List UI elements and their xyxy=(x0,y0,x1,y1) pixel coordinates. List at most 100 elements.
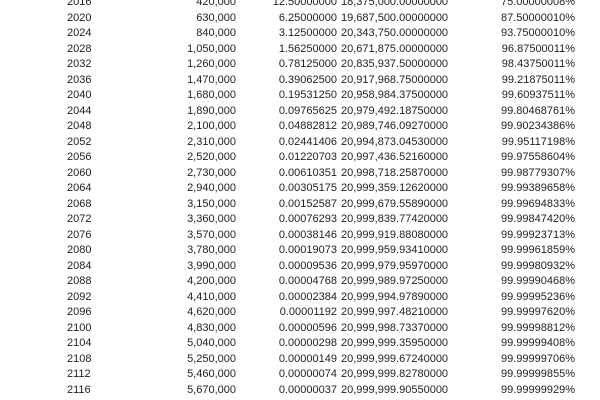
cell-block-reward: 0.00001192 xyxy=(279,306,337,319)
cell-year: 2060 xyxy=(67,166,92,179)
cell-block-reward: 0.00004768 xyxy=(278,275,337,288)
cell-percent-mined: 99.90234386% xyxy=(500,120,575,133)
cell-block-height: 5,250,000 xyxy=(187,352,236,365)
cell-block-height: 3,150,000 xyxy=(187,197,236,210)
cell-block-reward: 0.00009536 xyxy=(278,259,337,272)
cell-total-supply: 20,999,679.55890000 xyxy=(341,197,449,210)
cell-block-reward: 0.00019073 xyxy=(278,244,337,257)
cell-block-reward: 0.01220703 xyxy=(278,151,337,164)
cell-block-reward: 6.25000000 xyxy=(278,11,337,24)
cell-block-reward: 0.78125000 xyxy=(278,58,337,71)
cell-total-supply: 20,999,998.73370000 xyxy=(341,321,449,334)
cell-percent-mined: 99.99923713% xyxy=(500,228,575,241)
cell-year: 2052 xyxy=(67,135,92,148)
cell-year: 2024 xyxy=(67,27,92,40)
cell-total-supply: 20,994,873.04530000 xyxy=(341,135,449,148)
cell-percent-mined: 99.99997620% xyxy=(500,306,575,319)
cell-percent-mined: 87.50000010% xyxy=(500,11,575,24)
cell-year: 2044 xyxy=(67,104,92,117)
table-row: 2116 5,670,000 0.00000037 20,999,999.905500… xyxy=(0,383,600,399)
cell-year: 2108 xyxy=(67,352,92,365)
cell-block-height: 630,000 xyxy=(196,11,236,24)
table-row: 2060 2,730,000 0.00610351 20,998,718.258700… xyxy=(0,166,600,182)
cell-year: 2028 xyxy=(67,42,92,55)
cell-block-height: 2,100,000 xyxy=(187,120,236,133)
table-row: 2088 4,200,000 0.00004768 20,999,989.972500… xyxy=(0,274,600,290)
cell-total-supply: 20,999,999.82780000 xyxy=(341,368,449,381)
cell-block-height: 1,260,000 xyxy=(187,58,236,71)
cell-block-height: 420,000 xyxy=(196,0,236,8)
cell-block-height: 2,940,000 xyxy=(187,182,236,195)
cell-block-reward: 0.19531250 xyxy=(278,89,337,102)
cell-block-height: 1,050,000 xyxy=(187,42,236,55)
cell-year: 2072 xyxy=(67,213,92,226)
cell-block-height: 3,780,000 xyxy=(187,244,236,257)
cell-block-height: 3,570,000 xyxy=(187,228,236,241)
cell-block-reward: 0.04882812 xyxy=(278,120,337,133)
cell-year: 2116 xyxy=(67,383,91,396)
cell-year: 2096 xyxy=(67,306,92,319)
cell-total-supply: 20,989,746.09270000 xyxy=(341,120,449,133)
cell-year: 2036 xyxy=(67,73,92,86)
table-row: 2016 420,000 12.50000000 18,375,000.0000000… xyxy=(0,0,600,11)
cell-percent-mined: 75.00000008% xyxy=(500,0,575,8)
cell-year: 2080 xyxy=(67,244,92,257)
table-row: 2068 3,150,000 0.00152587 20,999,679.558900… xyxy=(0,197,600,213)
table-row: 2092 4,410,000 0.00002384 20,999,994.978900… xyxy=(0,290,600,306)
cell-total-supply: 20,999,959.93410000 xyxy=(341,244,449,257)
cell-block-height: 2,730,000 xyxy=(187,166,236,179)
cell-total-supply: 20,343,750.00000000 xyxy=(341,27,449,40)
cell-total-supply: 18,375,000.00000000 xyxy=(341,0,449,8)
table-row: 2040 1,680,000 0.19531250 20,958,984.375000… xyxy=(0,88,600,104)
cell-total-supply: 20,999,997.48210000 xyxy=(341,306,449,319)
cell-block-height: 3,990,000 xyxy=(187,259,236,272)
cell-year: 2084 xyxy=(67,259,92,272)
table-row: 2080 3,780,000 0.00019073 20,999,959.934100… xyxy=(0,243,600,259)
cell-percent-mined: 99.95117198% xyxy=(501,135,575,148)
cell-percent-mined: 96.87500011% xyxy=(501,42,575,55)
cell-total-supply: 20,999,839.77420000 xyxy=(341,213,449,226)
cell-block-reward: 0.39062500 xyxy=(278,73,337,86)
table-row: 2020 630,000 6.25000000 19,687,500.00000000… xyxy=(0,11,600,27)
cell-block-height: 1,470,000 xyxy=(187,73,236,86)
cell-year: 2068 xyxy=(67,197,92,210)
cell-block-reward: 0.00038146 xyxy=(278,228,337,241)
cell-percent-mined: 99.99995236% xyxy=(500,290,575,303)
table-row: 2056 2,520,000 0.01220703 20,997,436.521600… xyxy=(0,150,600,166)
cell-block-reward: 0.02441406 xyxy=(278,135,337,148)
cell-block-reward: 0.00152587 xyxy=(278,197,337,210)
cell-total-supply: 20,999,994.97890000 xyxy=(341,290,449,303)
cell-year: 2040 xyxy=(67,89,92,102)
cell-year: 2100 xyxy=(67,321,92,334)
cell-percent-mined: 99.99999408% xyxy=(500,337,575,350)
cell-percent-mined: 99.99694833% xyxy=(500,197,575,210)
cell-block-height: 1,890,000 xyxy=(187,104,236,117)
table-row: 2108 5,250,000 0.00000149 20,999,999.672400… xyxy=(0,352,600,368)
cell-percent-mined: 99.98779307% xyxy=(500,166,575,179)
table-row: 2052 2,310,000 0.02441406 20,994,873.045300… xyxy=(0,135,600,151)
table-row: 2096 4,620,000 0.00001192 20,999,997.482100… xyxy=(0,305,600,321)
cell-block-height: 5,460,000 xyxy=(187,368,236,381)
cell-total-supply: 20,999,979.95970000 xyxy=(341,259,449,272)
cell-percent-mined: 99.99961859% xyxy=(500,244,575,257)
table-row: 2048 2,100,000 0.04882812 20,989,746.092700… xyxy=(0,119,600,135)
cell-total-supply: 20,999,999.35950000 xyxy=(341,337,449,350)
cell-total-supply: 20,999,919.88080000 xyxy=(341,228,449,241)
cell-percent-mined: 99.99999706% xyxy=(500,352,575,365)
cell-block-reward: 0.00000298 xyxy=(278,337,337,350)
cell-block-height: 5,040,000 xyxy=(187,337,236,350)
cell-year: 2064 xyxy=(67,182,92,195)
cell-total-supply: 20,958,984.37500000 xyxy=(341,89,449,102)
cell-percent-mined: 99.80468761% xyxy=(500,104,575,117)
table-row: 2044 1,890,000 0.09765625 20,979,492.187500… xyxy=(0,104,600,120)
cell-total-supply: 20,998,718.25870000 xyxy=(341,166,449,179)
table-row: 2028 1,050,000 1.56250000 20,671,875.000000… xyxy=(0,42,600,58)
cell-total-supply: 20,835,937.50000000 xyxy=(341,58,449,71)
cell-total-supply: 20,671,875.00000000 xyxy=(341,42,449,55)
cell-year: 2104 xyxy=(67,337,92,350)
cell-block-reward: 0.00000596 xyxy=(278,321,337,334)
cell-year: 2088 xyxy=(67,275,92,288)
cell-percent-mined: 99.99847420% xyxy=(500,213,575,226)
cell-total-supply: 20,997,436.52160000 xyxy=(341,151,449,164)
